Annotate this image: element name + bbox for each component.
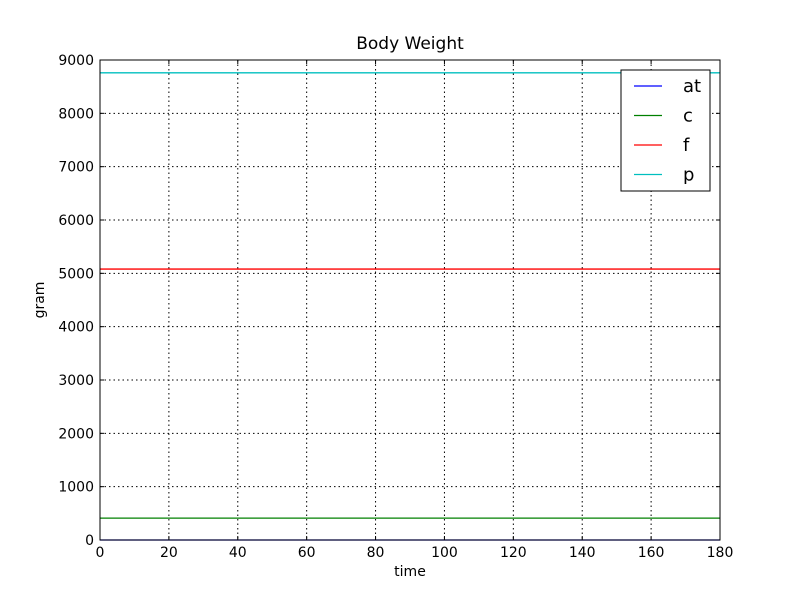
legend-label-c: c: [683, 106, 693, 127]
legend-label-p: p: [683, 165, 694, 186]
y-tick-label: 9000: [58, 53, 94, 69]
x-tick-label: 160: [638, 545, 665, 561]
x-tick-label: 180: [707, 545, 734, 561]
x-tick-labels: 0 20 40 60 80 100 120 140 160 180: [96, 545, 734, 561]
x-tick-label: 60: [298, 545, 316, 561]
x-tick-label: 40: [229, 545, 247, 561]
x-tick-label: 20: [160, 545, 178, 561]
ticks: [99, 59, 721, 541]
x-tick-label: 100: [431, 545, 458, 561]
legend-label-at: at: [683, 76, 701, 97]
x-axis-label: time: [394, 564, 426, 580]
y-tick-label: 8000: [58, 106, 94, 122]
x-tick-label: 0: [96, 545, 105, 561]
y-tick-label: 3000: [58, 373, 94, 389]
y-tick-label: 6000: [58, 213, 94, 229]
x-tick-label: 120: [500, 545, 527, 561]
y-tick-label: 5000: [58, 266, 94, 282]
y-tick-label: 2000: [58, 426, 94, 442]
y-tick-label: 7000: [58, 160, 94, 176]
plot-frame: [99, 59, 721, 541]
x-tick-label: 140: [569, 545, 596, 561]
y-tick-label: 0: [85, 533, 94, 549]
y-tick-labels: 0 1000 2000 3000 4000 5000 6000 7000 8000 9000: [58, 53, 94, 549]
y-tick-label: 1000: [58, 480, 94, 496]
y-axis-label: gram: [32, 282, 48, 319]
y-tick-label: 4000: [58, 320, 94, 336]
grid: [100, 60, 720, 540]
x-tick-label: 80: [367, 545, 385, 561]
chart-title: Body Weight: [356, 34, 464, 54]
legend-box: [620, 69, 711, 192]
legend: at cfp: [620, 69, 711, 192]
legend-label-f: f: [683, 135, 690, 156]
